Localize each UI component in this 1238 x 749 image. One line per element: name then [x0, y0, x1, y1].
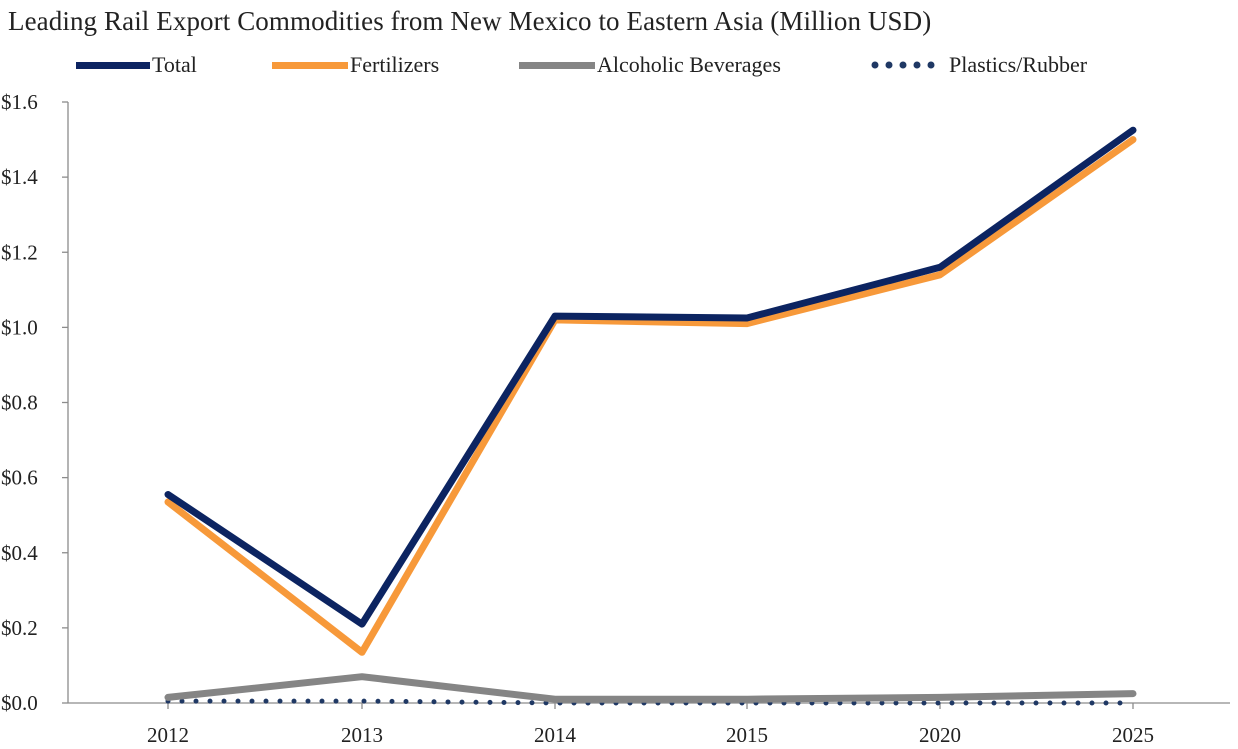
y-tick-label: $0.8: [1, 391, 38, 415]
series-line-fertilizers: [164, 136, 1137, 656]
y-tick-label: $1.4: [1, 165, 38, 189]
x-tick-label: 2025: [1112, 723, 1154, 747]
series-layer: [164, 126, 1137, 706]
x-tick-label: 2015: [726, 723, 768, 747]
legend-label-total: Total: [152, 52, 197, 77]
y-tick-label: $0.0: [1, 691, 38, 715]
series-line-total: [164, 126, 1137, 628]
legend-label-fertilizers: Fertilizers: [350, 52, 440, 77]
y-tick-label: $1.0: [1, 315, 38, 339]
y-tick-label: $0.6: [1, 466, 38, 490]
legend-swatch-alcoholic-beverages: [519, 61, 595, 69]
series-line-alcoholic-beverages: [164, 673, 1137, 703]
x-tick-label: 2020: [919, 723, 961, 747]
axes: $0.0 $0.2 $0.4 $0.6 $0.8 $1.0 $1.2 $1.4 $1.6 2012…: [1, 90, 1230, 747]
legend-swatch-plastics-rubber: [871, 61, 947, 69]
legend-label-plastics-rubber: Plastics/Rubber: [949, 52, 1088, 77]
legend-item-alcoholic-beverages: Alcoholic Beverages: [519, 50, 781, 80]
x-tick-label: 2014: [534, 723, 577, 747]
y-tick-label: $0.4: [1, 541, 38, 565]
legend-item-total: Total: [76, 50, 197, 80]
y-tick-label: $0.2: [1, 616, 38, 640]
x-tick-label: 2012: [147, 723, 189, 747]
chart-title: Leading Rail Export Commodities from New…: [8, 6, 932, 36]
legend-item-plastics-rubber: Plastics/Rubber: [871, 50, 1087, 80]
y-tick-label: $1.6: [1, 90, 38, 114]
legend-swatch-fertilizers: [272, 61, 348, 69]
legend-label-alcoholic-beverages: Alcoholic Beverages: [597, 52, 781, 77]
legend-item-fertilizers: Fertilizers: [272, 50, 439, 80]
x-tick-label: 2013: [341, 723, 383, 747]
y-tick-label: $1.2: [1, 240, 38, 264]
legend-swatch-total: [76, 61, 150, 69]
